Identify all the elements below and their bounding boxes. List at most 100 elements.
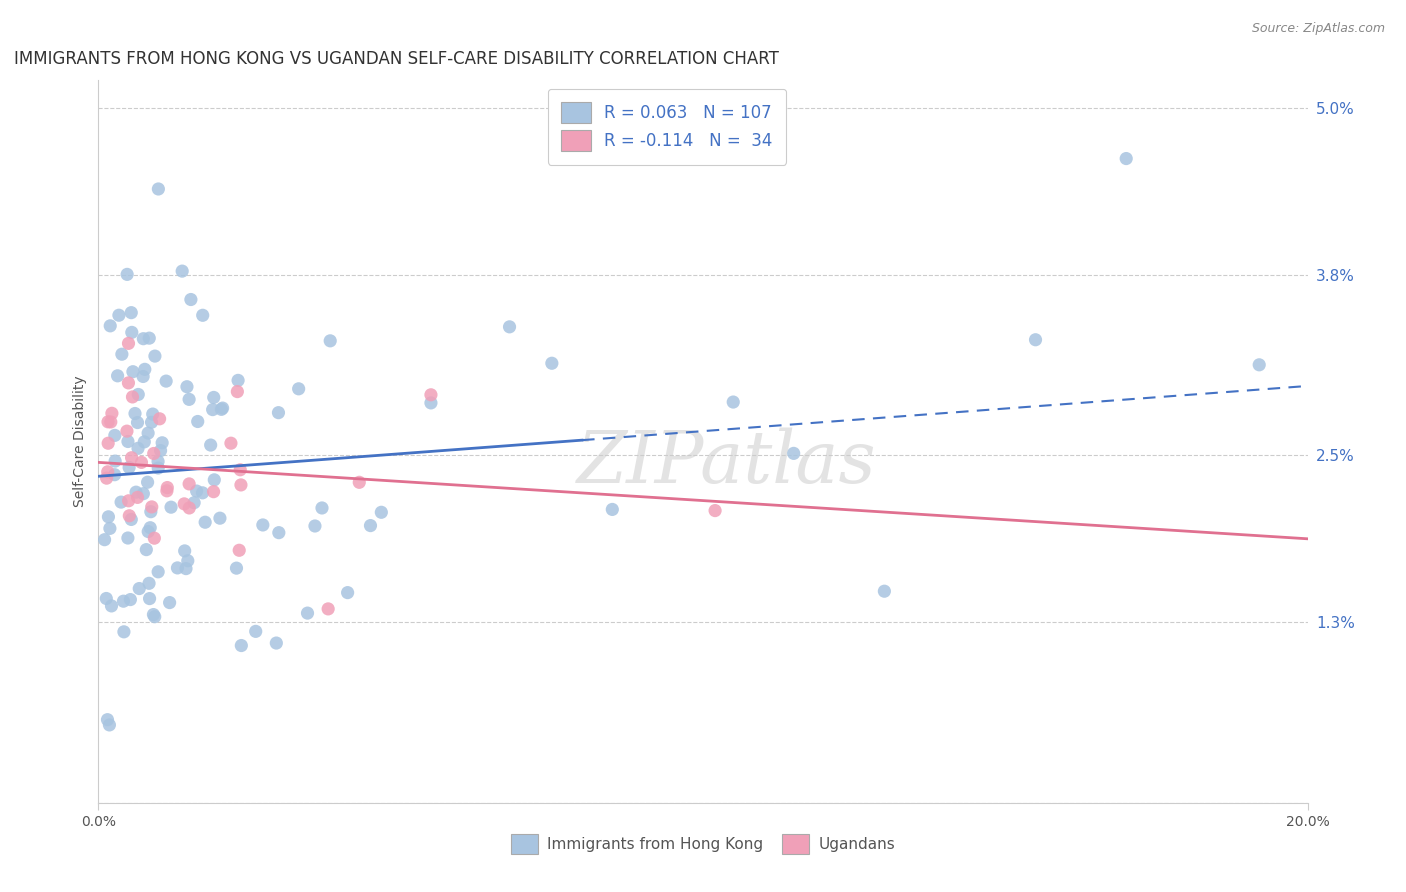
Point bbox=[143, 349, 166, 363]
Point bbox=[96, 471, 118, 485]
Point bbox=[783, 446, 806, 460]
Point bbox=[336, 585, 359, 599]
Point bbox=[121, 450, 143, 465]
Point bbox=[319, 334, 342, 348]
Point bbox=[160, 500, 183, 515]
Point bbox=[191, 485, 214, 500]
Point bbox=[120, 592, 142, 607]
Point bbox=[136, 524, 159, 539]
Point bbox=[138, 331, 160, 345]
Point bbox=[209, 402, 232, 417]
Point bbox=[108, 308, 131, 322]
Point bbox=[177, 554, 200, 568]
Point bbox=[104, 428, 127, 442]
Point bbox=[97, 465, 120, 479]
Point bbox=[156, 483, 179, 498]
Point bbox=[225, 561, 247, 575]
Text: Source: ZipAtlas.com: Source: ZipAtlas.com bbox=[1251, 22, 1385, 36]
Point bbox=[148, 182, 170, 196]
Point bbox=[349, 475, 371, 490]
Point bbox=[110, 495, 132, 509]
Point bbox=[191, 308, 214, 322]
Point bbox=[266, 636, 288, 650]
Point bbox=[142, 407, 165, 421]
Point bbox=[186, 484, 208, 499]
Point bbox=[187, 415, 209, 429]
Point bbox=[117, 336, 139, 351]
Point bbox=[122, 365, 145, 379]
Point bbox=[229, 463, 252, 477]
Point bbox=[723, 395, 745, 409]
Point bbox=[420, 396, 443, 410]
Point bbox=[420, 388, 443, 402]
Point bbox=[183, 496, 205, 510]
Point bbox=[96, 591, 118, 606]
Point bbox=[128, 582, 150, 596]
Point bbox=[287, 382, 309, 396]
Point bbox=[304, 519, 326, 533]
Point bbox=[97, 436, 120, 450]
Point bbox=[498, 319, 520, 334]
Point bbox=[370, 505, 392, 519]
Point bbox=[127, 442, 149, 456]
Point bbox=[202, 473, 225, 487]
Point bbox=[143, 531, 166, 545]
Point bbox=[211, 401, 233, 416]
Point bbox=[172, 264, 194, 278]
Point bbox=[98, 318, 121, 333]
Point bbox=[159, 596, 181, 610]
Text: IMMIGRANTS FROM HONG KONG VS UGANDAN SELF-CARE DISABILITY CORRELATION CHART: IMMIGRANTS FROM HONG KONG VS UGANDAN SEL… bbox=[14, 50, 779, 68]
Point bbox=[200, 438, 222, 452]
Point bbox=[540, 356, 562, 370]
Point bbox=[100, 599, 122, 613]
Point bbox=[118, 508, 141, 523]
Point bbox=[148, 461, 170, 475]
Point bbox=[360, 518, 382, 533]
Point bbox=[120, 512, 142, 526]
Point bbox=[138, 591, 160, 606]
Point bbox=[179, 476, 201, 491]
Point bbox=[219, 436, 242, 450]
Point bbox=[252, 518, 274, 533]
Point bbox=[201, 402, 224, 417]
Point bbox=[96, 713, 118, 727]
Point bbox=[226, 373, 249, 387]
Point bbox=[173, 544, 195, 558]
Point bbox=[173, 497, 195, 511]
Point bbox=[121, 390, 143, 404]
Point bbox=[136, 426, 159, 441]
Point bbox=[166, 561, 188, 575]
Point bbox=[1115, 152, 1137, 166]
Point bbox=[111, 347, 134, 361]
Point bbox=[139, 505, 162, 519]
Point bbox=[112, 624, 135, 639]
Point bbox=[141, 500, 163, 514]
Point bbox=[146, 454, 169, 468]
Y-axis label: Self-Care Disability: Self-Care Disability bbox=[73, 376, 87, 508]
Point bbox=[208, 511, 231, 525]
Point bbox=[97, 415, 120, 429]
Point bbox=[143, 609, 166, 624]
Point bbox=[117, 531, 139, 545]
Point bbox=[267, 525, 290, 540]
Point bbox=[202, 484, 225, 499]
Point bbox=[100, 415, 122, 429]
Point bbox=[149, 443, 172, 458]
Point bbox=[97, 509, 120, 524]
Point bbox=[228, 543, 250, 558]
Point bbox=[1024, 333, 1046, 347]
Point bbox=[226, 384, 249, 399]
Point bbox=[134, 362, 156, 376]
Point bbox=[115, 424, 138, 438]
Point bbox=[141, 415, 163, 429]
Point bbox=[176, 380, 198, 394]
Point bbox=[704, 503, 727, 517]
Point bbox=[98, 718, 121, 732]
Point bbox=[104, 454, 127, 468]
Point bbox=[127, 416, 149, 430]
Point bbox=[202, 391, 225, 405]
Point bbox=[139, 521, 162, 535]
Point bbox=[297, 606, 319, 620]
Point bbox=[267, 406, 290, 420]
Point bbox=[117, 493, 139, 508]
